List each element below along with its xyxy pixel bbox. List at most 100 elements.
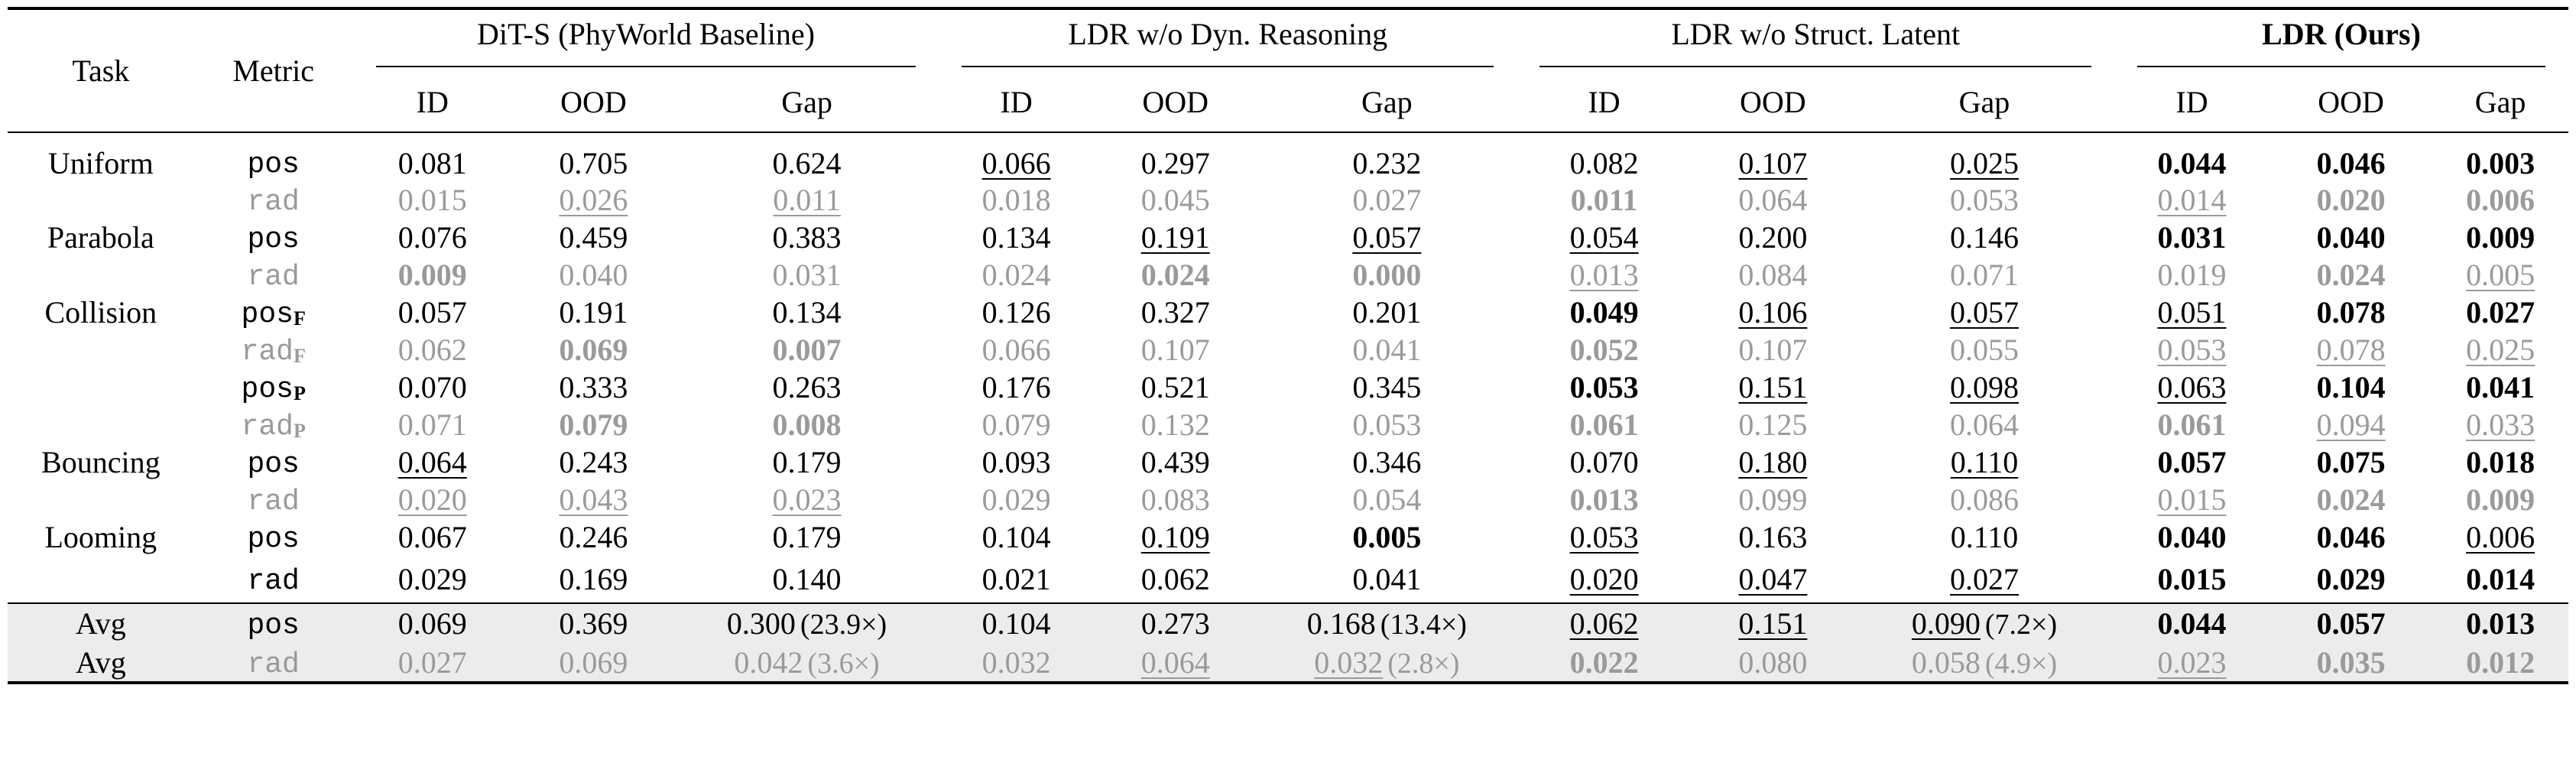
value-cell: 0.064	[1094, 643, 1257, 684]
value-cell: 0.018	[939, 181, 1094, 219]
value-text: 0.049	[1569, 295, 1639, 330]
table-row: Collision posF 0.057 0.191 0.134 0.126 0.327 0.…	[8, 294, 2568, 331]
gap-ratio: (3.6×)	[807, 647, 880, 680]
value-text: 0.151	[1738, 370, 1808, 404]
metric-subscript: P	[293, 420, 306, 442]
value-cell: 0.191	[1094, 219, 1257, 256]
value-text: 0.346	[1352, 445, 1422, 479]
value-text: 0.045	[1140, 183, 1210, 217]
metric-label: posF	[194, 294, 353, 331]
value-text: 0.110	[1950, 445, 2019, 479]
value-cell: 0.168 (13.4×)	[1257, 602, 1517, 643]
value-text: 0.019	[2157, 258, 2227, 292]
value-text: 0.011	[773, 183, 841, 217]
value-text: 0.053	[1569, 370, 1639, 404]
value-text: 0.179	[772, 445, 842, 479]
value-cell: 0.046	[2269, 518, 2432, 556]
value-cell: 0.023	[675, 481, 939, 518]
value-text: 0.015	[397, 183, 467, 217]
task-label: Bouncing	[41, 445, 161, 479]
value-text: 0.191	[1140, 220, 1210, 255]
value-text: 0.032	[1314, 644, 1384, 680]
value-cell: 0.007	[675, 331, 939, 369]
value-cell: 0.126	[939, 294, 1094, 331]
value-cell: 0.082	[1517, 132, 1691, 181]
value-cell: 0.054	[1517, 219, 1691, 256]
task-label: Avg	[8, 602, 194, 643]
value-text: 0.067	[397, 520, 467, 554]
metric-label: radP	[194, 406, 353, 443]
value-cell: 0.024	[2269, 256, 2432, 294]
value-text: 0.079	[559, 407, 628, 442]
table-row: Looming pos 0.067 0.246 0.179 0.104 0.109 0.005…	[8, 518, 2568, 556]
value-cell: 0.015	[353, 181, 512, 219]
metric-text: pos	[247, 523, 300, 556]
value-cell: 0.051	[2114, 294, 2269, 331]
value-text: 0.013	[1569, 258, 1639, 292]
value-text: 0.018	[2466, 445, 2535, 479]
value-cell: 0.029	[353, 556, 512, 603]
value-text: 0.090	[1911, 606, 1981, 641]
value-text: 0.125	[1738, 407, 1808, 442]
value-cell: 0.057	[1257, 219, 1517, 256]
metric-label: pos	[194, 132, 353, 181]
value-cell: 0.013	[1517, 256, 1691, 294]
value-cell: 0.069	[511, 643, 675, 684]
value-cell: 0.049	[1517, 294, 1691, 331]
value-cell: 0.079	[512, 406, 675, 443]
results-table: Task Metric DiT-S (PhyWorld Baseline) LD…	[8, 7, 2568, 684]
value-cell: 0.080	[1691, 643, 1854, 684]
metric-text: pos	[241, 373, 294, 406]
value-cell: 0.040	[2114, 518, 2269, 556]
value-cell: 0.057	[2114, 443, 2269, 481]
value-cell: 0.009	[2432, 481, 2568, 518]
value-text: 0.044	[2157, 146, 2227, 180]
value-cell: 0.383	[675, 219, 939, 256]
value-text: 0.439	[1140, 445, 1210, 479]
value-text: 0.009	[397, 258, 467, 292]
value-cell: 0.022	[1517, 643, 1692, 684]
value-text: 0.079	[981, 407, 1051, 442]
subheader-id: ID	[939, 73, 1095, 133]
value-text: 0.064	[1949, 407, 2019, 442]
subheader-gap: Gap	[1257, 73, 1517, 133]
value-cell: 0.026	[512, 181, 675, 219]
value-text: 0.053	[1949, 183, 2019, 217]
value-text: 0.027	[2466, 295, 2535, 330]
value-cell: 0.020	[1517, 556, 1691, 603]
value-cell: 0.024	[2269, 481, 2432, 518]
value-cell: 0.014	[2114, 181, 2269, 219]
value-text: 0.081	[397, 146, 467, 180]
metric-subscript: F	[293, 307, 306, 330]
value-cell: 0.061	[2114, 406, 2269, 443]
gap-ratio: (2.8×)	[1387, 647, 1460, 680]
table-row: Bouncing pos 0.064 0.243 0.179 0.093 0.439 0.34…	[8, 443, 2568, 481]
value-cell: 0.025	[2432, 331, 2568, 369]
value-text: 0.035	[2316, 644, 2386, 680]
value-cell: 0.076	[353, 219, 512, 256]
value-cell: 0.093	[939, 443, 1094, 481]
value-cell: 0.062	[353, 331, 512, 369]
value-text: 0.054	[1569, 220, 1639, 255]
task-label: Parabola	[47, 220, 154, 255]
metric-label: pos	[194, 443, 353, 481]
value-text: 0.104	[2316, 370, 2386, 404]
value-cell: 0.062	[1094, 556, 1257, 603]
value-text: 0.057	[397, 295, 467, 330]
value-text: 0.033	[2466, 407, 2535, 442]
value-cell: 0.041	[2432, 369, 2568, 406]
subheader-ood: OOD	[2269, 73, 2433, 133]
value-text: 0.015	[2157, 562, 2227, 596]
table-row: rad 0.029 0.169 0.140 0.021 0.062 0.041 0.020 0.…	[8, 556, 2568, 603]
value-cell: 0.021	[939, 556, 1094, 603]
value-cell: 0.191	[512, 294, 675, 331]
metric-text: pos	[247, 448, 300, 481]
value-cell: 0.013	[2432, 602, 2568, 643]
value-text: 0.134	[772, 295, 842, 330]
value-cell: 0.058 (4.9×)	[1854, 643, 2115, 684]
value-text: 0.093	[981, 445, 1051, 479]
value-text: 0.041	[1352, 562, 1422, 596]
metric-text: pos	[241, 298, 294, 331]
value-cell: 0.064	[353, 443, 512, 481]
value-cell: 0.459	[512, 219, 675, 256]
